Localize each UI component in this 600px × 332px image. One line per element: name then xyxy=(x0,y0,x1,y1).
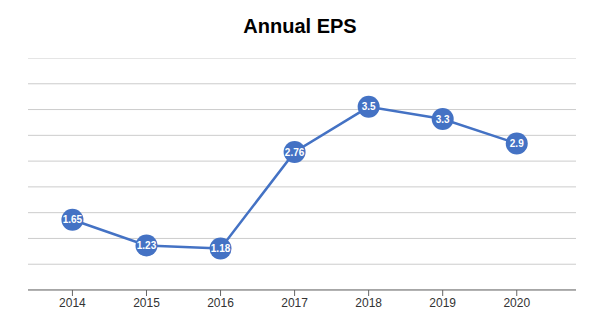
svg-text:3.5: 3.5 xyxy=(362,101,376,112)
svg-text:2020: 2020 xyxy=(503,296,530,310)
svg-text:2018: 2018 xyxy=(355,296,382,310)
svg-text:2.9: 2.9 xyxy=(510,138,524,149)
svg-text:2014: 2014 xyxy=(59,296,86,310)
svg-text:2015: 2015 xyxy=(133,296,160,310)
svg-text:1.23: 1.23 xyxy=(137,240,157,251)
svg-text:2016: 2016 xyxy=(207,296,234,310)
svg-text:1.18: 1.18 xyxy=(211,243,231,254)
html-text:Annual EPS: Annual EPS xyxy=(243,15,357,37)
svg-text:3.3: 3.3 xyxy=(436,114,450,125)
svg-text:1.65: 1.65 xyxy=(63,214,83,225)
svg-text:2017: 2017 xyxy=(281,296,308,310)
svg-text:2.76: 2.76 xyxy=(285,147,305,158)
svg-text:2019: 2019 xyxy=(429,296,456,310)
